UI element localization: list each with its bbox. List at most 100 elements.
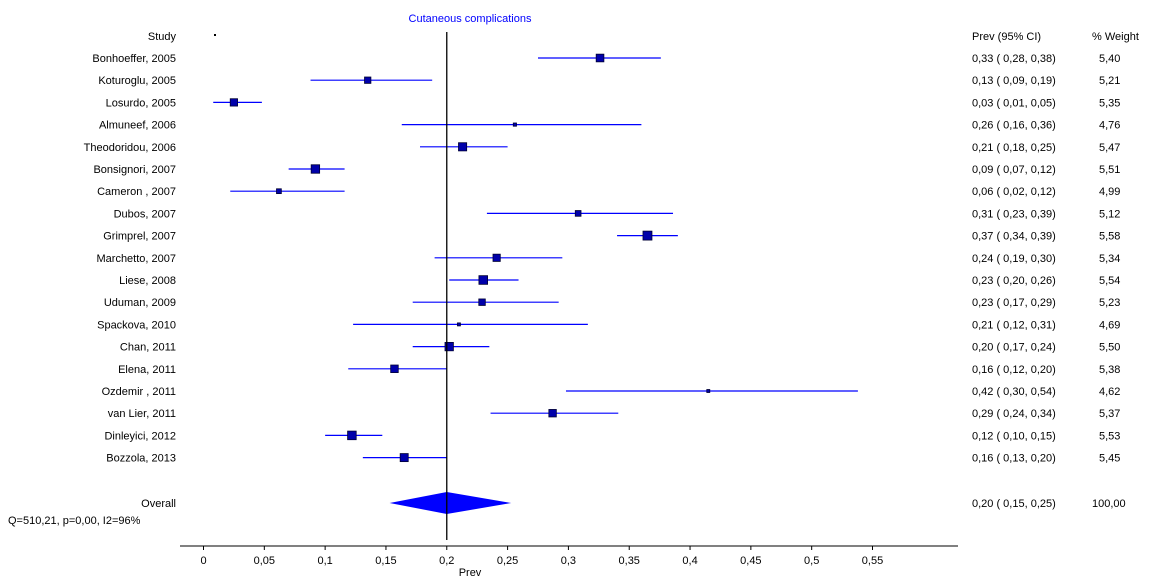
point-estimate — [399, 453, 409, 463]
study-name: Almuneef, 2006 — [99, 120, 176, 132]
x-tick-label: 0,35 — [619, 555, 640, 567]
point-estimate — [310, 164, 321, 174]
study-row: Spackova, 2010 0,21 ( 0,12, 0,31) 4,69 — [97, 319, 1120, 331]
study-row: Almuneef, 2006 0,26 ( 0,16, 0,36) 4,76 — [99, 120, 1120, 132]
point-estimate — [478, 298, 486, 306]
point-estimate — [478, 275, 489, 285]
weight-label: 5,45 — [1099, 453, 1120, 465]
estimate-ci-label: 0,26 ( 0,16, 0,36) — [972, 120, 1056, 132]
study-name: Marchetto, 2007 — [97, 253, 177, 265]
estimate-ci-label: 0,16 ( 0,12, 0,20) — [972, 364, 1056, 376]
study-row: Dubos, 2007 0,31 ( 0,23, 0,39) 5,12 — [114, 208, 1121, 220]
weight-label: 5,50 — [1099, 342, 1120, 354]
weight-label: 5,23 — [1099, 297, 1120, 309]
study-row: Losurdo, 2005 0,03 ( 0,01, 0,05) 5,35 — [106, 97, 1121, 109]
study-name: Bonsignori, 2007 — [93, 164, 176, 176]
estimate-ci-label: 0,33 ( 0,28, 0,38) — [972, 53, 1056, 65]
point-estimate — [229, 98, 238, 107]
study-name: Spackova, 2010 — [97, 319, 176, 331]
study-name: Uduman, 2009 — [104, 297, 176, 309]
study-name: van Lier, 2011 — [108, 408, 176, 420]
point-estimate — [642, 230, 653, 241]
study-row: Bozzola, 2013 0,16 ( 0,13, 0,20) 5,45 — [106, 453, 1120, 465]
study-name: Dinleyici, 2012 — [104, 430, 176, 442]
study-name: Koturoglu, 2005 — [98, 75, 176, 87]
point-estimate — [390, 364, 399, 373]
estimate-ci-label: 0,23 ( 0,17, 0,29) — [972, 297, 1056, 309]
estimate-ci-label: 0,24 ( 0,19, 0,30) — [972, 253, 1056, 265]
study-row: Liese, 2008 0,23 ( 0,20, 0,26) 5,54 — [119, 275, 1120, 287]
weight-label: 5,37 — [1099, 408, 1120, 420]
point-estimate — [706, 389, 711, 393]
weight-label: 5,53 — [1099, 430, 1120, 442]
x-tick-label: 0,55 — [862, 555, 883, 567]
origin-dot — [214, 34, 216, 36]
point-estimate — [444, 341, 454, 352]
estimate-ci-label: 0,12 ( 0,10, 0,15) — [972, 430, 1056, 442]
point-estimate — [595, 53, 605, 63]
study-name: Bozzola, 2013 — [106, 453, 176, 465]
study-row: Cameron , 2007 0,06 ( 0,02, 0,12) 4,99 — [97, 186, 1120, 198]
x-axis: 0 0,05 0,1 0,15 0,2 0,25 0,3 0,35 0,4 0,45 0,5 0,55 — [180, 545, 958, 567]
point-estimate — [458, 142, 468, 152]
study-row: Elena, 2011 0,16 ( 0,12, 0,20) 5,38 — [118, 364, 1120, 376]
overall-estimate-label: 0,20 ( 0,15, 0,25) — [972, 498, 1056, 510]
weight-label: 5,47 — [1099, 142, 1120, 154]
study-name: Dubos, 2007 — [114, 208, 176, 220]
overall-diamond — [389, 492, 512, 514]
estimate-column-header: Prev (95% CI) — [972, 31, 1041, 43]
estimate-ci-label: 0,21 ( 0,18, 0,25) — [972, 142, 1056, 154]
overall-row: Overall 0,20 ( 0,15, 0,25) 100,00 — [141, 492, 1126, 514]
study-row: Chan, 2011 0,20 ( 0,17, 0,24) 5,50 — [120, 342, 1121, 354]
weight-label: 4,69 — [1099, 319, 1120, 331]
weight-label: 4,76 — [1099, 120, 1120, 132]
study-row: van Lier, 2011 0,29 ( 0,24, 0,34) 5,37 — [108, 408, 1121, 420]
study-name: Elena, 2011 — [118, 364, 176, 376]
study-row: Dinleyici, 2012 0,12 ( 0,10, 0,15) 5,53 — [104, 430, 1120, 442]
heterogeneity-stats: Q=510,21, p=0,00, I2=96% — [8, 515, 141, 527]
overall-weight-label: 100,00 — [1092, 498, 1126, 510]
x-tick-label: 0,45 — [740, 555, 761, 567]
study-row: Uduman, 2009 0,23 ( 0,17, 0,29) 5,23 — [104, 297, 1121, 309]
estimate-ci-label: 0,16 ( 0,13, 0,20) — [972, 453, 1056, 465]
study-name: Chan, 2011 — [120, 342, 176, 354]
x-tick-label: 0,2 — [439, 555, 454, 567]
study-row: Grimprel, 2007 0,37 ( 0,34, 0,39) 5,58 — [103, 231, 1120, 243]
point-estimate — [457, 322, 461, 327]
estimate-ci-label: 0,03 ( 0,01, 0,05) — [972, 97, 1056, 109]
study-name: Bonhoeffer, 2005 — [92, 53, 176, 65]
weight-label: 5,58 — [1099, 231, 1120, 243]
point-estimate — [512, 122, 517, 127]
study-row: Marchetto, 2007 0,24 ( 0,19, 0,30) 5,34 — [97, 253, 1121, 265]
point-estimate — [276, 188, 282, 195]
x-tick-label: 0,4 — [682, 555, 697, 567]
weight-label: 5,54 — [1099, 275, 1120, 287]
x-tick-label: 0,1 — [317, 555, 332, 567]
x-tick-label: 0,3 — [561, 555, 576, 567]
point-estimate — [492, 253, 501, 262]
weight-label: 5,51 — [1099, 164, 1120, 176]
study-name: Liese, 2008 — [119, 275, 176, 287]
x-tick-label: 0 — [200, 555, 206, 567]
estimate-ci-label: 0,23 ( 0,20, 0,26) — [972, 275, 1056, 287]
weight-column-header: % Weight — [1092, 31, 1139, 43]
weight-label: 4,62 — [1099, 386, 1120, 398]
weight-label: 5,38 — [1099, 364, 1120, 376]
weight-label: 5,34 — [1099, 253, 1120, 265]
study-row: Theodoridou, 2006 0,21 ( 0,18, 0,25) 5,47 — [84, 142, 1121, 154]
study-row: Koturoglu, 2005 0,13 ( 0,09, 0,19) 5,21 — [98, 75, 1120, 87]
weight-label: 5,40 — [1099, 53, 1120, 65]
study-name: Grimprel, 2007 — [103, 231, 176, 243]
estimate-ci-label: 0,09 ( 0,07, 0,12) — [972, 164, 1056, 176]
estimate-ci-label: 0,13 ( 0,09, 0,19) — [972, 75, 1056, 87]
weight-label: 5,21 — [1099, 75, 1120, 87]
estimate-ci-label: 0,42 ( 0,30, 0,54) — [972, 386, 1056, 398]
estimate-ci-label: 0,21 ( 0,12, 0,31) — [972, 319, 1056, 331]
weight-label: 5,12 — [1099, 208, 1120, 220]
x-axis-label: Prev — [459, 567, 482, 578]
x-tick-label: 0,5 — [804, 555, 819, 567]
study-name: Losurdo, 2005 — [106, 97, 176, 109]
weight-label: 5,35 — [1099, 97, 1120, 109]
study-column-header: Study — [148, 31, 177, 43]
point-estimate — [574, 210, 582, 217]
